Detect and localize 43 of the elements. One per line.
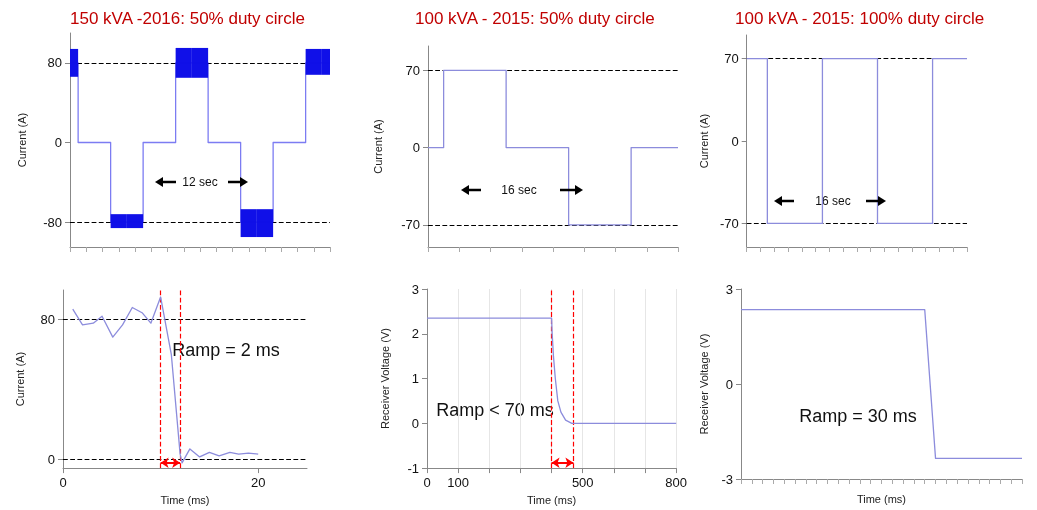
y-tick-label: -3 [721,471,733,487]
x-tick-label: 20 [250,475,266,491]
line-series [426,317,677,424]
line-series [72,296,259,464]
y-axis-title: Current (A) [371,119,384,174]
y-axis-title: Current (A) [13,351,26,407]
x-tick-label: 800 [665,475,688,491]
y-axis-title: Current (A) [697,113,710,169]
y-tick-label: 1 [411,371,419,387]
y-tick-label: 80 [40,312,55,328]
x-axis-title: Time (ms) [160,493,210,506]
y-tick-label: 0 [54,134,62,150]
y-tick-label: 3 [411,281,419,297]
x-axis-title: Time (ms) [856,492,907,505]
y-tick-label: 80 [47,55,62,71]
y-tick-label: 0 [411,415,419,431]
x-tick-label: 500 [571,475,594,491]
y-tick-label: -1 [407,460,419,476]
chart-title: 100 kVA - 2015: 100% duty circle [735,9,985,28]
y-tick-label: 70 [405,62,420,78]
y-tick-label: -70 [719,215,739,231]
x-tick-label: 100 [447,475,469,491]
chart-title: 100 kVA - 2015: 50% duty circle [415,9,655,28]
y-tick-label: 70 [724,51,739,67]
y-tick-label: -80 [43,214,62,230]
annotation: 16 sec [501,183,537,197]
y-tick-label: 0 [47,451,55,467]
y-tick-label: 0 [731,133,739,149]
annotation: 16 sec [815,194,851,208]
annotation: 12 sec [182,175,218,189]
y-tick-label: -70 [401,217,420,233]
y-tick-label: 0 [412,140,420,156]
annotation: Ramp = 30 ms [799,406,917,426]
x-axis-title: Time (ms) [527,493,577,506]
y-tick-label: 2 [411,326,419,342]
y-axis-title: Receiver Voltage (V) [697,333,710,435]
y-axis-title: Current (A) [15,112,28,168]
y-tick-label: 3 [725,281,733,297]
y-axis-title: Receiver Voltage (V) [378,328,391,429]
y-tick-label: 0 [725,376,733,392]
x-tick-label: 0 [423,475,431,491]
annotation: Ramp = 2 ms [172,340,280,360]
chart-title: 150 kVA -2016: 50% duty circle [70,9,305,28]
